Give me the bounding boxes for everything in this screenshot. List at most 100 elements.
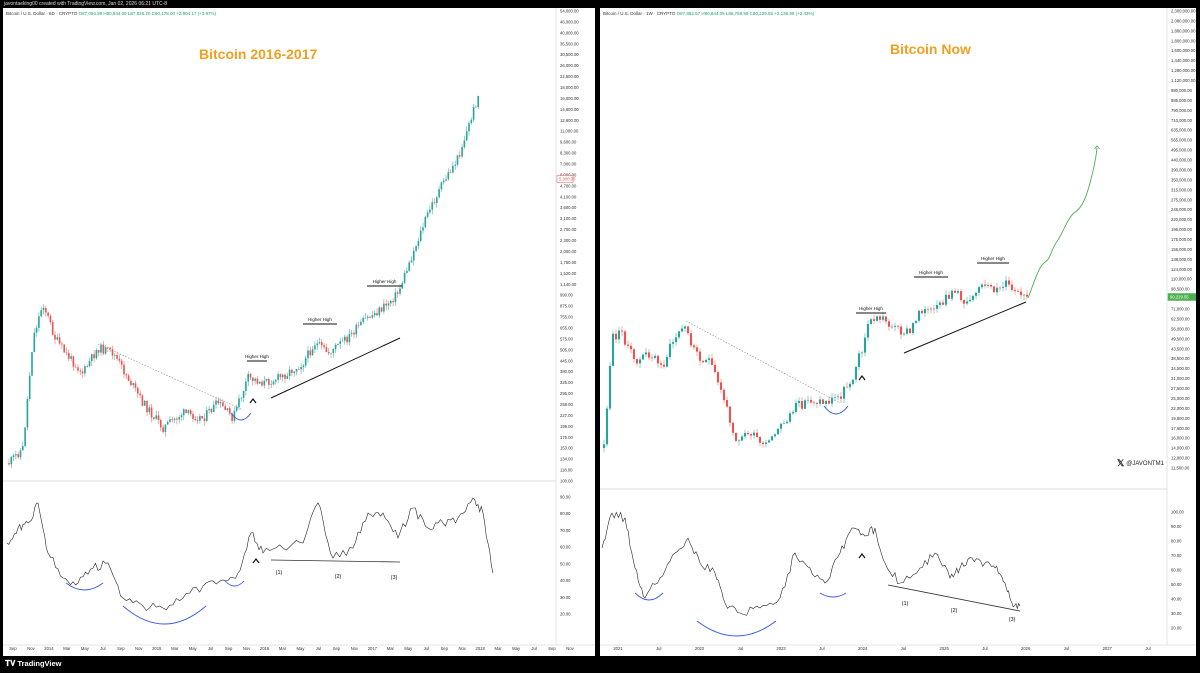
price-tick-label: 153.00 [560, 446, 573, 451]
projection-path [1027, 147, 1098, 299]
chart-panel-now[interactable]: Bitcoin / U.S. Dollar · 1W · CRYPTO O87,… [600, 8, 1196, 656]
time-tick-label: 2024 [858, 646, 868, 651]
price-tick-label: 505.00 [560, 347, 573, 352]
candle-body [111, 349, 114, 356]
candle-body [866, 323, 870, 338]
candle-body [178, 417, 181, 420]
candle-body [710, 358, 714, 365]
price-tick-label: 118.00 [560, 468, 573, 473]
time-tick-label: 2022 [695, 646, 705, 651]
divergence-point-label: (1) [902, 601, 909, 607]
divergence-point-label: (1) [276, 570, 283, 576]
candle-body [272, 381, 275, 385]
candle-body [132, 383, 135, 386]
price-tick-label: 6,000.00 [560, 172, 577, 177]
candle-body [320, 342, 323, 346]
candle-body [127, 375, 130, 381]
price-tick-label: 2,000.00 [560, 249, 577, 254]
time-tick-label: Jul [982, 646, 987, 651]
price-tick-label: 9,600.00 [560, 140, 577, 145]
candle-body [189, 410, 192, 415]
candle-body [242, 390, 245, 398]
ohlc-text: O87,054.99 H90,844.09 L87,826.20 C90,178… [78, 11, 216, 16]
time-tick-label: 2025 [939, 646, 949, 651]
price-tick-label: 43,500.00 [1171, 346, 1190, 351]
oscillator-tick-label: 90.00 [1171, 524, 1182, 529]
candle-body [203, 418, 206, 421]
time-tick-label: Sep [117, 646, 125, 651]
time-tick-label: Jul [738, 646, 743, 651]
candle-body [908, 328, 912, 334]
candle-body [369, 316, 371, 318]
candle-body [107, 347, 109, 348]
price-tick-label: 2,300.00 [560, 238, 577, 243]
candle-body [97, 349, 100, 353]
time-tick-label: Jul [656, 646, 661, 651]
candle-body [659, 363, 663, 365]
projection-arrow-icon [1094, 145, 1100, 150]
candle-body [268, 379, 270, 385]
caret-marker [858, 375, 866, 381]
price-tick-label: 98,500.00 [1171, 287, 1190, 292]
price-tick-label: 34,500.00 [1171, 366, 1190, 371]
candle-body [21, 446, 24, 451]
candle-body [228, 408, 231, 414]
candle-body [224, 406, 227, 410]
price-tick-label: 46,000.00 [560, 19, 579, 24]
uptrend-support-line [903, 301, 1027, 354]
creator-line: javontaeking00 created with TradingView.… [0, 0, 1200, 8]
caret-marker [858, 553, 866, 559]
price-tick-label: 220,000.00 [1171, 217, 1193, 222]
candle-body [899, 326, 903, 335]
candle-body [316, 343, 319, 346]
price-tick-label: 445.00 [560, 358, 573, 363]
candle-body [153, 417, 155, 419]
candle-body [339, 341, 342, 344]
higher-high-label: Higher High [245, 354, 269, 359]
candle-body [291, 369, 293, 374]
candle-body [302, 365, 305, 368]
time-tick-label: Jul [100, 646, 105, 651]
time-tick-label: Sep [9, 646, 17, 651]
oscillator-tick-label: 40.00 [560, 578, 571, 583]
price-tick-label: 100.00 [560, 479, 573, 484]
candle-body [192, 414, 194, 420]
candle-body [677, 331, 681, 338]
tradingview-brand[interactable]: 𝐓𝐕 TradingView [5, 659, 62, 669]
candle-body [286, 375, 289, 379]
chart-canvas-right[interactable]: 2,300,000.00 2,080,000.00 1,880,000.00 1,80… [600, 8, 1196, 656]
price-tick-label: 175,000.00 [1171, 237, 1193, 242]
price-tick-label: 62,500.00 [1171, 316, 1190, 321]
candle-body [72, 356, 75, 367]
candle-body [148, 407, 151, 413]
candle-body [713, 364, 717, 373]
candle-body [157, 415, 160, 421]
candle-body [426, 212, 429, 218]
price-tick-label: 1,140.00 [560, 282, 577, 287]
candle-body [947, 294, 951, 299]
candle-body [17, 454, 20, 458]
dashed-downtrend-line [685, 320, 841, 404]
candle-body [95, 349, 98, 359]
candle-body [15, 454, 17, 456]
candle-body [171, 419, 174, 420]
candle-body [378, 307, 381, 316]
time-tick-label: 2017 [368, 646, 378, 651]
chart-canvas-left[interactable]: 54,000.00 46,000.00 40,000.00 35,500.00 30,5… [3, 8, 595, 656]
candle-body [641, 354, 645, 360]
rounded-bottom-arc [819, 592, 847, 598]
higher-high-label: Higher High [373, 279, 397, 284]
candle-body [164, 424, 167, 433]
candle-body [650, 357, 654, 359]
candle-body [809, 399, 813, 403]
candle-body [279, 374, 282, 378]
candle-body [686, 326, 690, 334]
chart-panel-2016-2017[interactable]: Bitcoin / U.S. Dollar · 6D · CRYPTO O87,… [3, 8, 595, 656]
time-tick-label: Jul [901, 646, 906, 651]
candle-body [452, 165, 454, 173]
candle-body [812, 402, 816, 404]
candle-body [412, 250, 415, 261]
candle-body [383, 303, 385, 312]
candle-body [113, 355, 116, 356]
candle-body [24, 427, 26, 447]
